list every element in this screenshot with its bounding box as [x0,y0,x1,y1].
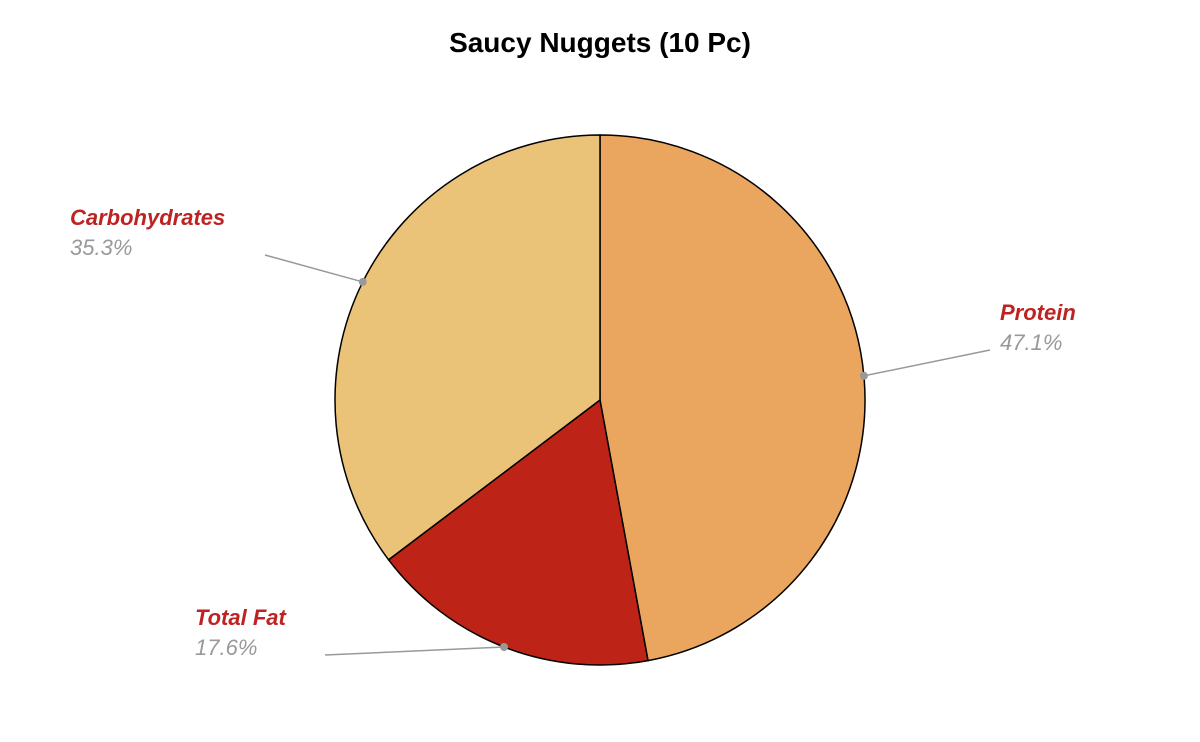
chart-title: Saucy Nuggets (10 Pc) [0,27,1200,59]
leader-dot [359,278,367,286]
slice-label-name: Carbohydrates [70,205,225,231]
slice-label-name: Total Fat [195,605,286,631]
leader-dot [860,372,868,380]
slice-label-value: 35.3% [70,235,132,261]
slice-label-name: Protein [1000,300,1076,326]
pie-chart-svg [0,0,1200,742]
pie-chart-container: Saucy Nuggets (10 Pc) Protein 47.1% Total … [0,0,1200,742]
leader-dot [500,643,508,651]
leader-line [325,647,504,655]
slice-label-value: 47.1% [1000,330,1062,356]
slice-label-value: 17.6% [195,635,257,661]
pie-slice [600,135,865,661]
leader-line [265,255,363,282]
leader-line [864,350,990,376]
